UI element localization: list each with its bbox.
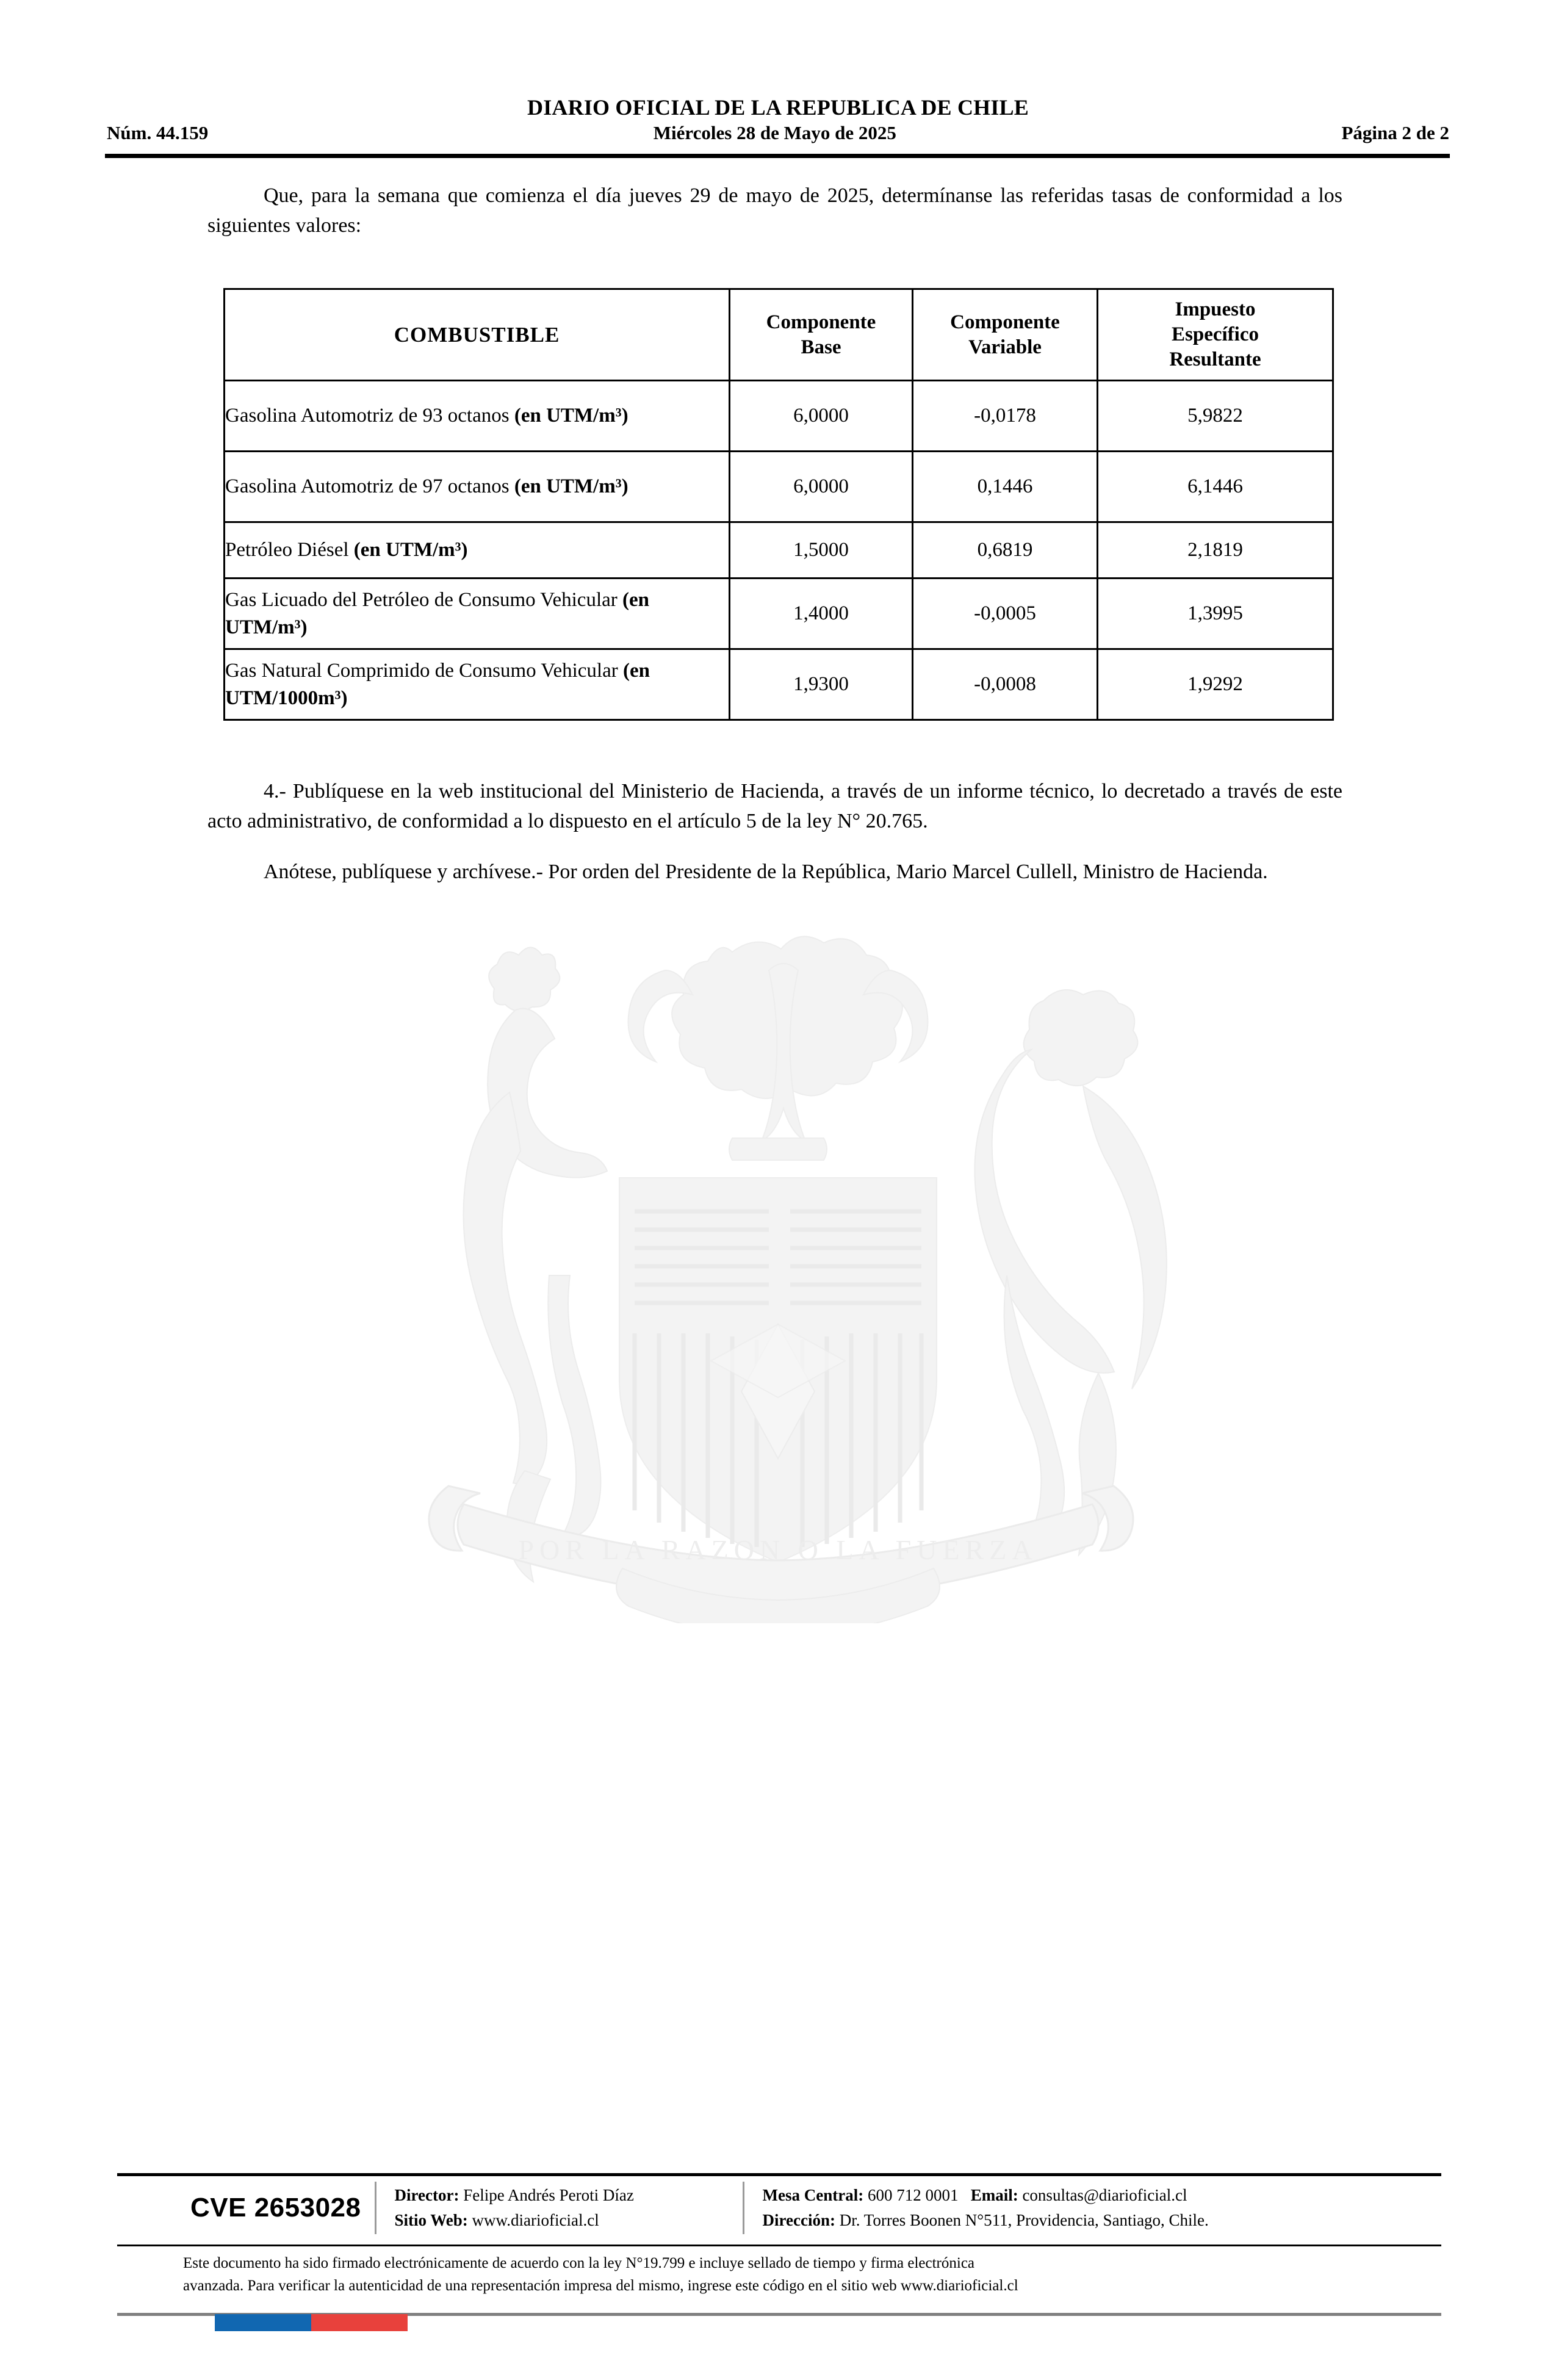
- electronic-signature-notice: Este documento ha sido firmado electróni…: [183, 2252, 1391, 2297]
- footer-column-contact: Mesa Central: 600 712 0001 Email: consul…: [744, 2183, 1391, 2233]
- footer-phone-label: Mesa Central:: [762, 2186, 864, 2204]
- fuel-name-unit: (en UTM/1000m³): [225, 659, 650, 709]
- cell-impuesto-resultante: 6,1446: [1097, 450, 1334, 523]
- table-row: Gasolina Automotriz de 93 octanos (en UT…: [223, 380, 1334, 452]
- th-result-line2: Específico: [1172, 323, 1259, 345]
- cell-impuesto-resultante: 5,9822: [1097, 380, 1334, 452]
- cell-fuel-name: Gas Natural Comprimido de Consumo Vehicu…: [223, 648, 730, 721]
- watermark-motto: POR LA RAZON O LA FUERZA: [518, 1534, 1037, 1565]
- rates-table-container: COMBUSTIBLE Componente Base Componente V…: [223, 288, 1334, 721]
- issue-date: Miércoles 28 de Mayo de 2025: [653, 122, 896, 143]
- footer-website-line: Sitio Web: www.diarioficial.cl: [395, 2208, 724, 2233]
- cell-componente-variable: -0,0005: [912, 577, 1098, 650]
- footer-director-label: Director:: [394, 2186, 459, 2204]
- fuel-name-plain: Gasolina Automotriz de 97 octanos: [225, 475, 514, 497]
- footer-divider-1: [374, 2182, 376, 2234]
- th-result-line3: Resultante: [1169, 348, 1261, 370]
- legal-line-1: Este documento ha sido firmado electróni…: [183, 2255, 975, 2271]
- fuel-name-unit: (en UTM/m³): [353, 539, 468, 561]
- masthead-meta-row: Núm. 44.159 Miércoles 28 de Mayo de 2025…: [107, 122, 1449, 144]
- th-combustible: COMBUSTIBLE: [223, 288, 730, 381]
- document-body-lower: 4.- Publíquese en la web institucional d…: [207, 776, 1342, 887]
- cell-componente-base: 1,9300: [729, 648, 913, 721]
- footer-address-value: Dr. Torres Boonen N°511, Providencia, Sa…: [835, 2211, 1209, 2229]
- header-divider: [105, 154, 1450, 158]
- cell-fuel-name: Gas Licuado del Petróleo de Consumo Vehi…: [223, 577, 730, 650]
- footer-website-value[interactable]: www.diarioficial.cl: [467, 2211, 599, 2229]
- paragraph-anotese: Anótese, publíquese y archívese.- Por or…: [264, 860, 1268, 883]
- th-variable-line1: Componente: [950, 311, 1060, 333]
- th-base-line2: Base: [801, 336, 841, 358]
- cell-impuesto-resultante: 1,9292: [1097, 648, 1334, 721]
- table-row: Petróleo Diésel (en UTM/m³) 1,5000 0,681…: [223, 521, 1334, 579]
- footer-divider-2: [742, 2182, 744, 2234]
- page-footer: CVE 2653028 Director: Felipe Andrés Pero…: [117, 2182, 1441, 2234]
- table-header: COMBUSTIBLE Componente Base Componente V…: [223, 288, 1334, 381]
- table-row: Gas Natural Comprimido de Consumo Vehicu…: [223, 648, 1334, 721]
- document-body: Que, para la semana que comienza el día …: [207, 181, 1342, 240]
- table-row: Gasolina Automotriz de 97 octanos (en UT…: [223, 450, 1334, 523]
- masthead-title: DIARIO OFICIAL DE LA REPUBLICA DE CHILE: [527, 95, 1029, 120]
- footer-contact-line: Mesa Central: 600 712 0001 Email: consul…: [763, 2183, 1373, 2208]
- issue-number: Núm. 44.159: [107, 122, 209, 143]
- cell-componente-base: 1,5000: [729, 521, 913, 579]
- cell-impuesto-resultante: 2,1819: [1097, 521, 1334, 579]
- footer-bottom-divider: [117, 2245, 1441, 2246]
- fuel-name-plain: Gas Natural Comprimido de Consumo Vehicu…: [225, 659, 623, 682]
- cell-componente-variable: 0,1446: [912, 450, 1098, 523]
- flag-segment-blue: [215, 2314, 311, 2331]
- fuel-tax-rates-table: COMBUSTIBLE Componente Base Componente V…: [223, 288, 1334, 721]
- footer-email-value[interactable]: consultas@diarioficial.cl: [1018, 2186, 1187, 2204]
- fuel-name-unit: (en UTM/m³): [514, 475, 629, 497]
- footer-email-label: Email:: [970, 2186, 1018, 2204]
- footer-director-line: Director: Felipe Andrés Peroti Díaz: [395, 2183, 724, 2208]
- cell-componente-variable: 0,6819: [912, 521, 1098, 579]
- cell-fuel-name: Gasolina Automotriz de 97 octanos (en UT…: [223, 450, 730, 523]
- cell-impuesto-resultante: 1,3995: [1097, 577, 1334, 650]
- footer-address-label: Dirección:: [762, 2211, 835, 2229]
- footer-address-line: Dirección: Dr. Torres Boonen N°511, Prov…: [763, 2208, 1373, 2233]
- footer-phone-value: 600 712 0001: [863, 2186, 959, 2204]
- table-header-row: COMBUSTIBLE Componente Base Componente V…: [223, 288, 1334, 381]
- paragraph-publiquese: 4.- Publíquese en la web institucional d…: [207, 780, 1342, 832]
- cell-fuel-name: Gasolina Automotriz de 93 octanos (en UT…: [223, 380, 730, 452]
- cell-componente-base: 6,0000: [729, 380, 913, 452]
- table-body: Gasolina Automotriz de 93 octanos (en UT…: [223, 380, 1334, 721]
- th-componente-base: Componente Base: [729, 288, 913, 381]
- fuel-name-unit: (en UTM/m³): [225, 588, 649, 638]
- coat-of-arms-watermark: POR LA RAZON O LA FUERZA: [342, 934, 1214, 1623]
- footer-top-divider: [117, 2173, 1441, 2176]
- th-result-line1: Impuesto: [1175, 298, 1256, 320]
- cell-componente-base: 1,4000: [729, 577, 913, 650]
- legal-line-2: avanzada. Para verificar la autenticidad…: [183, 2277, 1018, 2294]
- footer-website-label: Sitio Web:: [394, 2211, 468, 2229]
- paragraph-intro: Que, para la semana que comienza el día …: [207, 184, 1342, 237]
- page-bottom-rule: [117, 2313, 1441, 2316]
- flag-segment-red: [311, 2314, 408, 2331]
- table-row: Gas Licuado del Petróleo de Consumo Vehi…: [223, 577, 1334, 650]
- th-combustible-label: COMBUSTIBLE: [394, 322, 560, 347]
- th-impuesto-especifico-resultante: Impuesto Específico Resultante: [1097, 288, 1334, 381]
- paragraph-gap: [207, 836, 1342, 857]
- footer-column-director: Director: Felipe Andrés Peroti Díaz Siti…: [376, 2183, 743, 2233]
- fuel-name-plain: Gasolina Automotriz de 93 octanos: [225, 405, 514, 427]
- cell-componente-variable: -0,0178: [912, 380, 1098, 452]
- fuel-name-plain: Petróleo Diésel: [225, 539, 354, 561]
- th-componente-variable: Componente Variable: [912, 288, 1098, 381]
- chile-flag-bar: [215, 2314, 408, 2331]
- fuel-name-unit: (en UTM/m³): [514, 405, 629, 427]
- cell-fuel-name: Petróleo Diésel (en UTM/m³): [223, 521, 730, 579]
- th-variable-line2: Variable: [968, 336, 1042, 358]
- cve-code: CVE 2653028: [190, 2193, 361, 2223]
- cell-componente-base: 6,0000: [729, 450, 913, 523]
- footer-director-value: Felipe Andrés Peroti Díaz: [459, 2186, 634, 2204]
- th-base-line1: Componente: [766, 311, 876, 333]
- page-indicator: Página 2 de 2: [1341, 122, 1449, 143]
- fuel-name-plain: Gas Licuado del Petróleo de Consumo Vehi…: [225, 588, 622, 611]
- cell-componente-variable: -0,0008: [912, 648, 1098, 721]
